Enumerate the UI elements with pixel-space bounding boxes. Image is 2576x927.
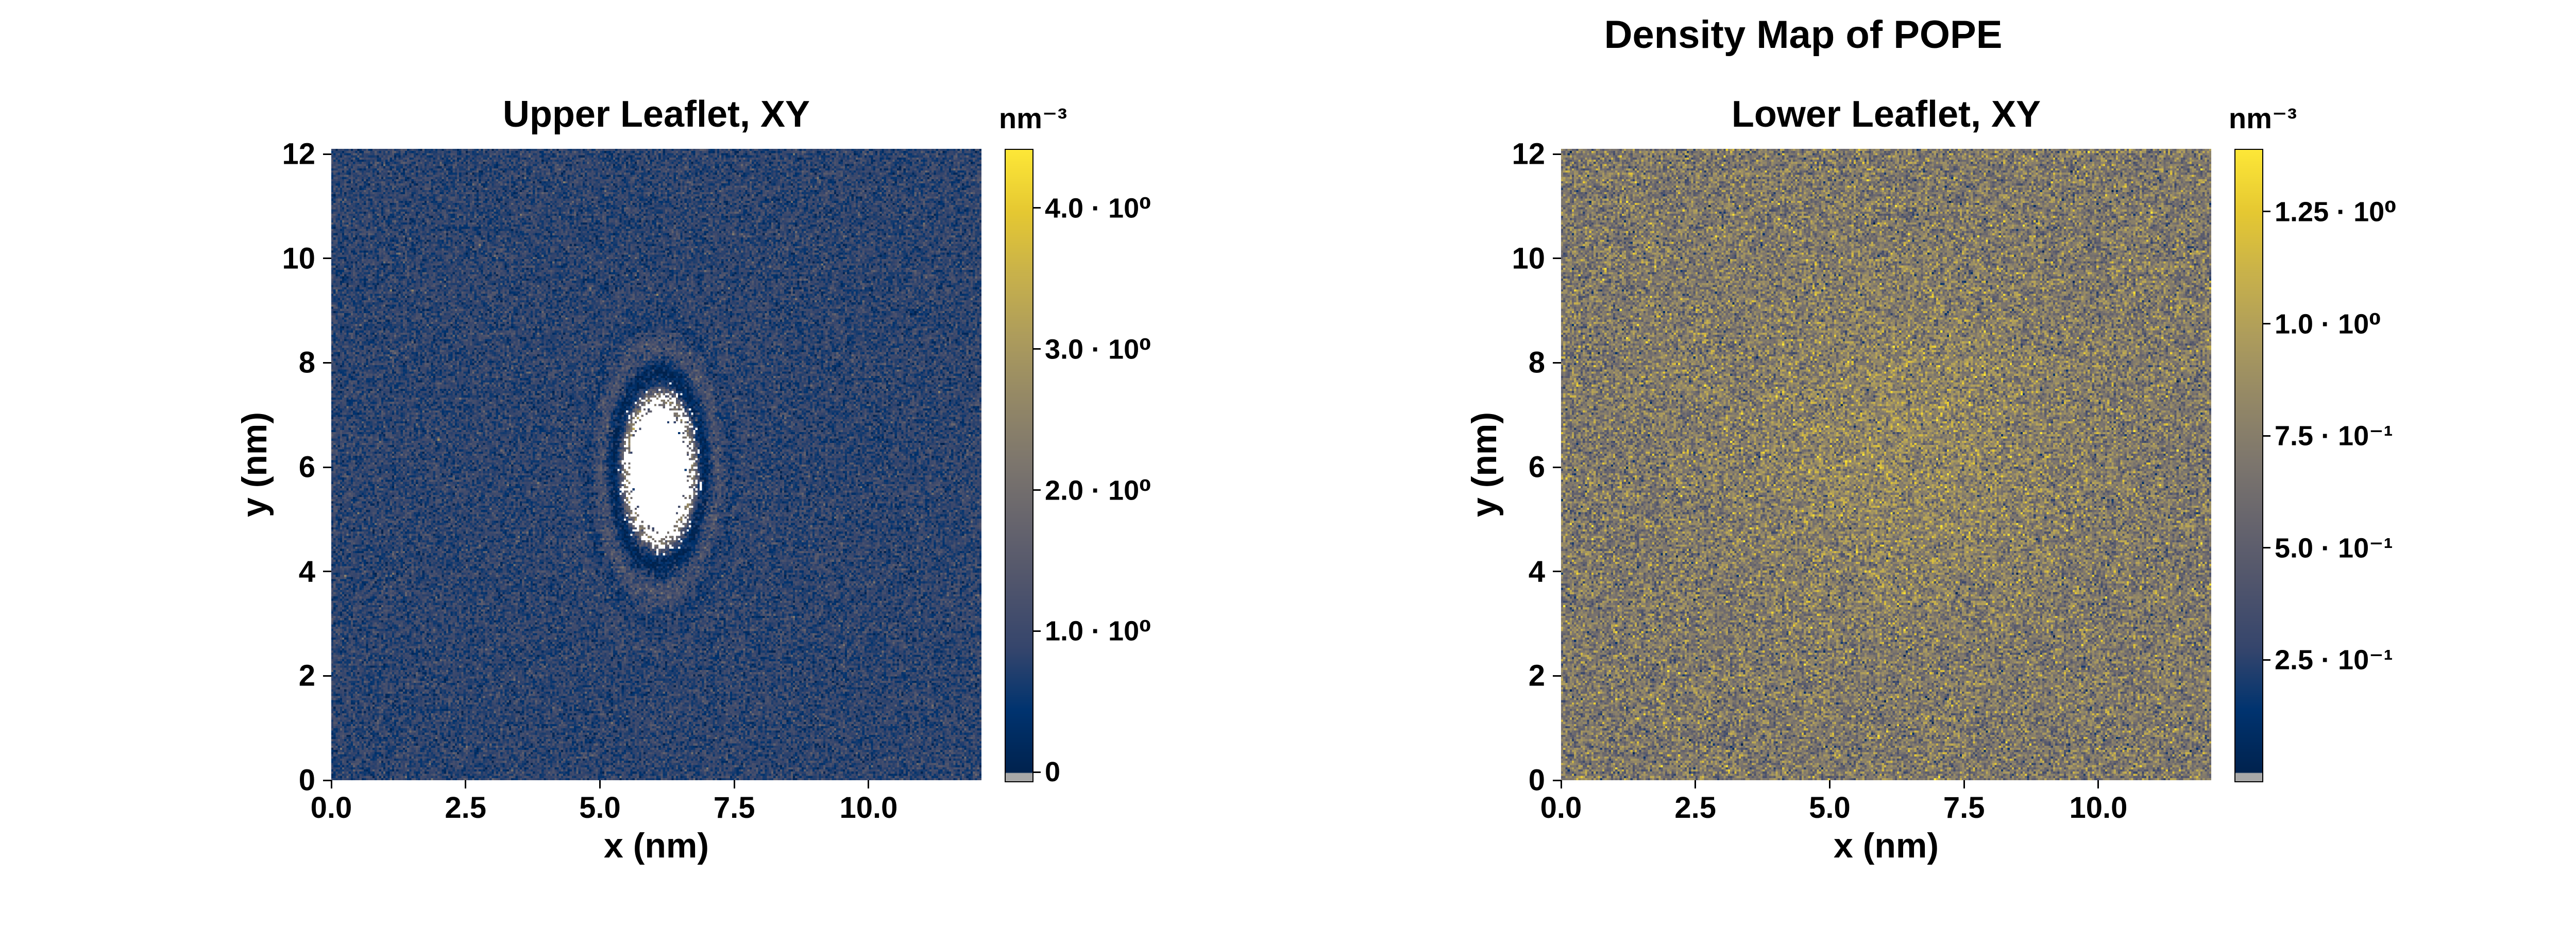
colorbar-tick-label: 3.0 · 10⁰ <box>1045 334 1151 365</box>
colorbar-tick-label: 1.25 · 10⁰ <box>2275 196 2397 228</box>
colorbar-tick-label: 1.0 · 10⁰ <box>1045 615 1151 647</box>
colorbar-tick-label: 5.0 · 10⁻¹ <box>2275 533 2393 564</box>
colorbar-tick-label: 2.0 · 10⁰ <box>1045 475 1151 506</box>
y-tick-mark <box>1553 153 1561 155</box>
y-tick-label: 8 <box>1528 346 1545 380</box>
y-tick-label: 10 <box>282 242 315 276</box>
colorbar-tick-mark <box>2263 211 2270 213</box>
x-tick-label: 2.5 <box>445 791 487 825</box>
x-tick-label: 2.5 <box>1674 791 1717 825</box>
colorbar-tick-mark <box>1033 207 1041 209</box>
heatmap-canvas <box>1561 149 2211 780</box>
x-tick-label: 10.0 <box>839 791 898 825</box>
y-tick-mark <box>323 571 331 573</box>
x-tick-label: 7.5 <box>713 791 755 825</box>
x-tick-mark <box>733 780 735 788</box>
colorbar-unit-label: nm⁻³ <box>998 102 1067 134</box>
colorbar-tick-mark <box>1033 348 1041 350</box>
y-tick-mark <box>1553 362 1561 364</box>
colorbar <box>1005 149 1033 782</box>
y-tick-mark <box>1553 466 1561 468</box>
panel-title: Upper Leaflet, XY <box>502 94 810 135</box>
y-tick-mark <box>323 466 331 468</box>
x-tick-label: 10.0 <box>2069 791 2128 825</box>
y-tick-mark <box>1553 571 1561 573</box>
heatmap-canvas <box>331 149 981 780</box>
x-tick-mark <box>330 780 332 788</box>
y-tick-label: 4 <box>298 555 315 589</box>
y-tick-label: 12 <box>1512 137 1545 171</box>
x-tick-mark <box>1560 780 1562 788</box>
y-tick-label: 2 <box>1528 659 1545 693</box>
x-tick-mark <box>1828 780 1831 788</box>
colorbar-tick-mark <box>1033 489 1041 491</box>
y-tick-mark <box>1553 675 1561 677</box>
x-tick-mark <box>868 780 870 788</box>
y-tick-mark <box>323 153 331 155</box>
colorbar-tick-mark <box>2263 435 2270 437</box>
y-tick-mark <box>323 675 331 677</box>
colorbar-tick-mark <box>2263 323 2270 324</box>
x-tick-mark <box>465 780 467 788</box>
colorbar-tick-mark <box>2263 547 2270 549</box>
x-tick-label: 5.0 <box>579 791 621 825</box>
colorbar-tick-label: 4.0 · 10⁰ <box>1045 193 1151 224</box>
x-tick-mark <box>1963 780 1965 788</box>
y-tick-label: 6 <box>1528 450 1545 484</box>
x-tick-mark <box>1694 780 1697 788</box>
panel-title: Lower Leaflet, XY <box>1731 94 2041 135</box>
y-tick-mark <box>1553 779 1561 781</box>
y-tick-label: 0 <box>298 763 315 797</box>
y-tick-label: 4 <box>1528 555 1545 589</box>
y-tick-mark <box>323 362 331 364</box>
colorbar-tick-label: 2.5 · 10⁻¹ <box>2275 644 2393 676</box>
x-axis-label: x (nm) <box>604 826 709 865</box>
y-tick-label: 10 <box>1512 242 1545 276</box>
colorbar-tick-label: 7.5 · 10⁻¹ <box>2275 420 2393 452</box>
y-tick-label: 6 <box>298 450 315 484</box>
y-tick-label: 12 <box>282 137 315 171</box>
y-tick-mark <box>1553 258 1561 260</box>
x-tick-mark <box>599 780 601 788</box>
colorbar-tick-label: 1.0 · 10⁰ <box>2275 308 2381 339</box>
figure-title: Density Map of POPE <box>1604 13 2003 57</box>
colorbar-tick-mark <box>1033 771 1041 773</box>
y-tick-label: 0 <box>1528 763 1545 797</box>
y-tick-mark <box>323 258 331 260</box>
y-tick-label: 2 <box>298 659 315 693</box>
colorbar-tick-mark <box>1033 630 1041 632</box>
x-tick-label: 7.5 <box>1943 791 1985 825</box>
x-tick-label: 0.0 <box>310 791 352 825</box>
colorbar-unit-label: nm⁻³ <box>2228 102 2297 134</box>
y-tick-mark <box>323 779 331 781</box>
x-tick-mark <box>2097 780 2099 788</box>
x-tick-label: 0.0 <box>1540 791 1582 825</box>
colorbar-tick-label: 0 <box>1045 757 1061 788</box>
colorbar <box>2234 149 2263 782</box>
x-tick-label: 5.0 <box>1809 791 1851 825</box>
y-tick-label: 8 <box>298 346 315 380</box>
x-axis-label: x (nm) <box>1834 826 1939 865</box>
colorbar-tick-mark <box>2263 659 2270 661</box>
